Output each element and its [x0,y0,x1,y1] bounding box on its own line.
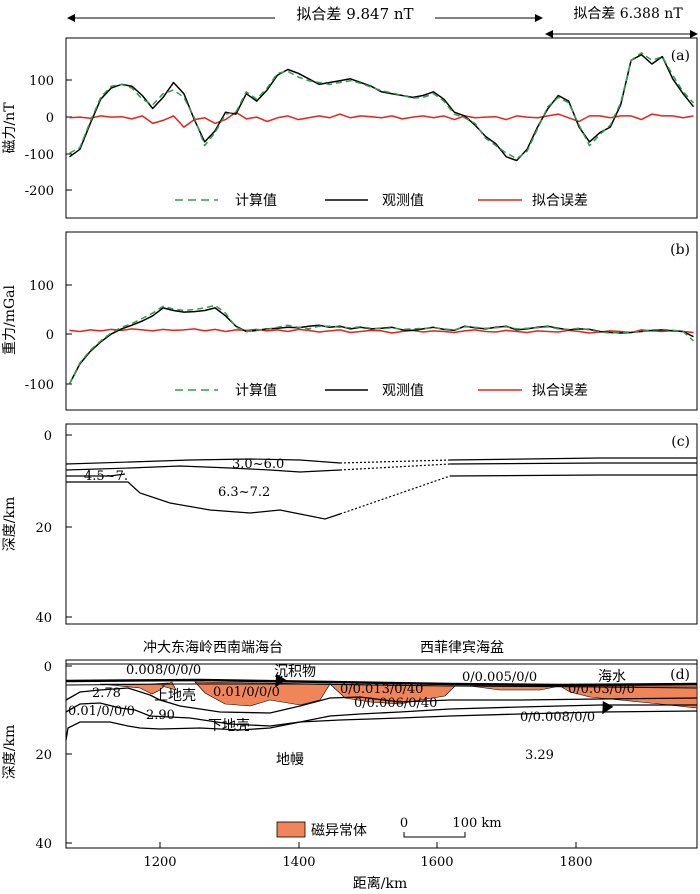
ytick: -100 [25,378,54,393]
x-axis-label: 距离/km [353,875,407,892]
scalebar-start: 0 [400,816,408,831]
velocity-lower: 6.3~7.2 [218,485,270,500]
series-line-a-calculated [69,52,695,160]
label-mantle: 地幔 [276,752,304,768]
property-label: 2.78 [92,686,121,701]
legend-err: 拟合误差 [532,383,588,399]
x-axis: 1200 1400 1600 1800 距离/km [143,842,593,892]
anomaly-legend: 磁异常体 [276,821,367,839]
panel-d: (d) 冲大东海岭西南端海台 西菲律宾海盆 深度/km 0 20 40 [2,640,698,852]
panel-b: (b) 重力/mGal 100 0 -100 计算值 观测值 拟合误差 [2,231,698,411]
panel-b-yticks: 100 0 -100 [25,279,72,393]
model-layer-boundaries [65,663,698,741]
panel-c-ylabel: 深度/km [2,497,18,551]
misfit-header: 拟合差 9.847 nT 拟合差 6.388 nT [67,4,698,38]
panel-b-series [68,304,695,385]
panel-a-legend: 计算值 观测值 拟合误差 [175,193,588,209]
series-line-a-misfit [69,111,694,128]
ytick: 20 [35,748,52,763]
ytick: 100 [29,74,54,89]
panel-b-label: (b) [670,242,690,258]
ytick: 20 [35,521,52,536]
ytick: 40 [35,611,52,626]
legend-err: 拟合误差 [532,193,588,209]
series-line-b-observed [68,307,694,385]
velocity-upper: 3.0~6.0 [232,457,284,472]
velocity-boundaries [65,457,697,520]
legend-obs: 观测值 [382,383,424,399]
legend-anomaly-body: 磁异常体 [311,823,367,839]
panel-a-label: (a) [671,48,690,64]
property-label: 0.01/0/0/0 [213,685,280,700]
series-line-a-observed [69,53,695,162]
panel-b-legend: 计算值 观测值 拟合误差 [175,383,588,399]
velocity-left: 4.5~7. [84,469,128,484]
magnetic-anomaly-bodies [99,681,698,709]
panel-d-ylabel: 深度/km [2,725,18,779]
panel-a-ylabel: 磁力/nT [2,102,18,154]
property-label: 0.008/0/0/0 [126,663,201,678]
sediment-arrow [275,673,614,715]
xtick: 1200 [143,855,176,870]
panel-d-yticks: 0 20 40 [35,660,72,852]
label-upper-crust: 上地壳 [154,687,196,704]
panel-a: (a) 磁力/nT 100 0 -100 -200 计算值 观测值 拟合误差 [2,37,698,219]
label-sediment: 沉积物 [274,664,316,680]
series-line-b-calculated [68,304,695,385]
legend-obs: 观测值 [382,193,424,209]
panel-a-yticks: 100 0 -100 -200 [25,74,72,199]
ytick: 40 [35,837,52,852]
ytick: 100 [29,279,54,294]
panel-c-label: (c) [671,434,690,450]
label-seawater: 海水 [598,669,626,685]
xtick: 1400 [282,855,315,870]
panel-d-label: (d) [670,667,690,683]
scalebar-end: 100 km [452,816,501,831]
left-misfit-label: 拟合差 9.847 nT [296,5,413,23]
ytick: -100 [25,148,54,163]
property-label: 0/0.008/0/0 [520,710,595,725]
property-label: 2.90 [146,708,175,723]
legend-calc: 计算值 [235,193,277,209]
property-label: 0/0.03/0/0 [568,682,635,697]
ytick: -200 [25,184,54,199]
property-label: 0.01/0/0/0 [68,704,135,719]
scale-bar: 0 100 km [400,816,502,838]
ytick: 0 [44,660,52,675]
panel-b-ylabel: 重力/mGal [2,284,18,355]
property-label: 0/0.005/0/0 [462,670,537,685]
ytick: 0 [46,328,54,343]
right-misfit-label: 拟合差 6.388 nT [573,6,683,22]
property-label: 0/0.006/0/40 [354,696,437,711]
property-label: 3.29 [525,748,554,763]
panel-c-yticks: 0 20 40 [35,429,72,626]
legend-calc: 计算值 [235,383,277,399]
series-line-b-misfit [69,328,694,334]
label-lower-crust: 下地壳 [208,717,250,734]
ytick: 0 [46,111,54,126]
property-label: 0/0.013/0/40 [340,682,423,697]
xtick: 1800 [559,855,592,870]
region-left: 冲大东海岭西南端海台 [143,640,283,656]
panel-c: (c) 深度/km 0 20 40 3.0~6.0 4.5~7. 6.3~7.2 [2,423,698,626]
region-right: 西菲律宾海盆 [420,640,504,656]
ytick: 0 [44,429,52,444]
panel-a-series [69,52,695,162]
xtick: 1600 [420,855,453,870]
